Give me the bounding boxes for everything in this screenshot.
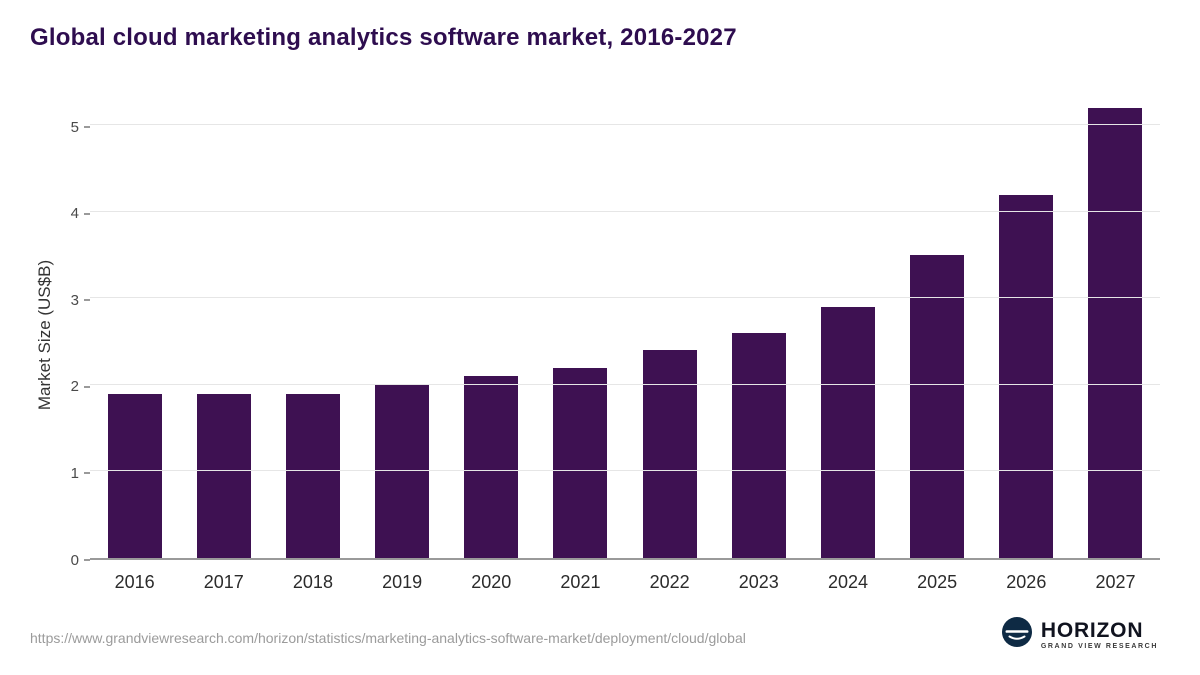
y-tick-mark — [84, 212, 90, 215]
gridline-3 — [90, 297, 1160, 299]
bar-series — [90, 108, 1160, 558]
bar-slot-2016 — [90, 110, 179, 558]
bar-2026[interactable] — [999, 194, 1054, 558]
bar-2024[interactable] — [820, 307, 875, 558]
x-label-2021: 2021 — [560, 572, 601, 592]
y-tick-mark — [84, 385, 90, 388]
y-tick-mark — [84, 472, 90, 475]
x-label-2024: 2024 — [827, 572, 868, 592]
y-tick-label-3: 3 — [70, 291, 79, 309]
bar-slot-2022 — [625, 110, 714, 558]
bar-slot-2025 — [893, 110, 982, 558]
y-tick-5: 5 — [71, 118, 90, 136]
logo-sub-brand: GRAND VIEW RESEARCH — [1040, 642, 1158, 650]
logo-text: HORIZON GRAND VIEW RESEARCH — [1041, 620, 1158, 650]
y-tick-mark — [84, 299, 90, 302]
bar-slot-2020 — [447, 110, 536, 558]
bar-slot-2023 — [714, 110, 803, 558]
x-label-2027: 2027 — [1095, 572, 1136, 592]
x-label-2017: 2017 — [203, 572, 244, 592]
x-label-2020: 2020 — [471, 572, 512, 592]
y-tick-mark — [84, 126, 90, 129]
y-tick-label-2: 2 — [70, 378, 79, 396]
horizon-globe-icon — [1001, 617, 1032, 652]
bar-slot-2024 — [803, 110, 892, 558]
gridline-2 — [90, 383, 1160, 385]
chart-title: Global cloud marketing analytics softwar… — [30, 24, 737, 51]
y-tick-label-5: 5 — [70, 118, 79, 136]
bar-2027[interactable] — [1088, 108, 1143, 558]
x-label-2026: 2026 — [1006, 572, 1047, 592]
plot-area — [90, 108, 1160, 560]
bar-2020[interactable] — [464, 376, 519, 558]
y-tick-0: 0 — [71, 551, 90, 569]
bar-slot-2027 — [1071, 108, 1160, 558]
bar-2018[interactable] — [285, 393, 340, 558]
gridline-5 — [90, 124, 1160, 126]
y-axis-ticks: 0 1 2 3 4 5 — [0, 110, 90, 569]
bar-2019[interactable] — [375, 384, 430, 558]
bar-2022[interactable] — [642, 350, 697, 558]
gridline-4 — [90, 210, 1160, 212]
x-label-2019: 2019 — [382, 572, 423, 592]
bar-2021[interactable] — [553, 367, 608, 558]
bar-slot-2018 — [268, 110, 357, 558]
y-tick-mark — [84, 559, 90, 561]
bar-slot-2019 — [358, 110, 447, 558]
y-tick-4: 4 — [71, 205, 90, 223]
y-tick-3: 3 — [71, 291, 90, 309]
y-tick-2: 2 — [71, 378, 90, 396]
x-label-2022: 2022 — [649, 572, 690, 592]
bar-2023[interactable] — [731, 333, 786, 558]
x-label-2016: 2016 — [114, 572, 155, 592]
source-url: https://www.grandviewresearch.com/horizo… — [30, 630, 746, 646]
logo-brand: HORIZON — [1040, 618, 1144, 642]
bar-2017[interactable] — [196, 393, 251, 558]
bar-slot-2017 — [179, 110, 268, 558]
y-tick-label-4: 4 — [70, 205, 79, 223]
bar-2016[interactable] — [107, 393, 162, 558]
horizon-logo: HORIZON GRAND VIEW RESEARCH — [1001, 617, 1158, 652]
x-label-2023: 2023 — [738, 572, 779, 592]
gridline-1 — [90, 470, 1160, 472]
x-axis-labels: 2016 2017 2018 2019 2020 2021 2022 2023 2024 2025… — [90, 572, 1160, 593]
bar-slot-2026 — [982, 110, 1071, 558]
y-tick-label-1: 1 — [70, 464, 79, 482]
x-label-2018: 2018 — [292, 572, 333, 592]
bar-2025[interactable] — [910, 255, 965, 558]
y-tick-1: 1 — [71, 464, 90, 482]
bar-slot-2021 — [536, 110, 625, 558]
x-label-2025: 2025 — [917, 572, 958, 592]
y-tick-label-0: 0 — [70, 551, 79, 569]
